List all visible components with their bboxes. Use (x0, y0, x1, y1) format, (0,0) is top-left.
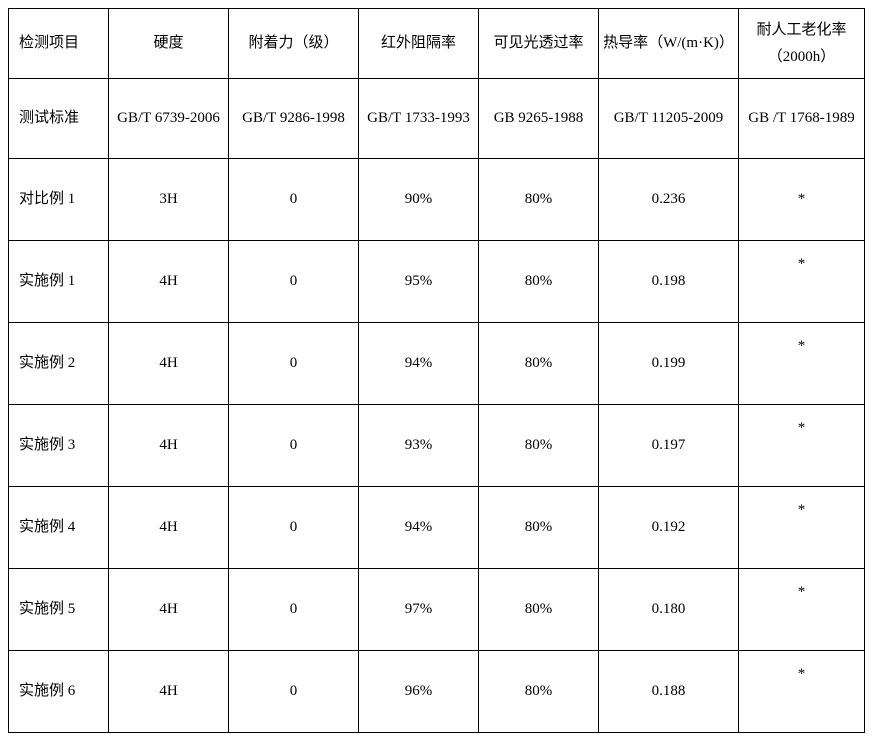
table-row: 实施例 1 4H 0 95% 80% 0.198 * (9, 241, 865, 323)
table-cell: 80% (479, 651, 599, 733)
table-cell: * (739, 323, 865, 405)
table-cell: 0.199 (599, 323, 739, 405)
table-cell: 0 (229, 159, 359, 241)
row-label: 实施例 2 (9, 323, 109, 405)
table-cell: 96% (359, 651, 479, 733)
column-header: 耐人工老化率（2000h） (739, 9, 865, 79)
column-header: 红外阻隔率 (359, 9, 479, 79)
row-label: 实施例 5 (9, 569, 109, 651)
table-cell: * (739, 651, 865, 733)
table-cell: 80% (479, 569, 599, 651)
standard-cell: GB /T 1768-1989 (739, 79, 865, 159)
row-label: 测试标准 (9, 79, 109, 159)
table-cell: 93% (359, 405, 479, 487)
column-header: 可见光透过率 (479, 9, 599, 79)
table-row: 实施例 5 4H 0 97% 80% 0.180 * (9, 569, 865, 651)
table-cell: 95% (359, 241, 479, 323)
table-standard-row: 测试标准 GB/T 6739-2006 GB/T 9286-1998 GB/T … (9, 79, 865, 159)
table-header-row: 检测项目 硬度 附着力（级） 红外阻隔率 可见光透过率 热导率（W/(m·K)）… (9, 9, 865, 79)
column-header: 硬度 (109, 9, 229, 79)
table-cell: 4H (109, 569, 229, 651)
table-cell: 0 (229, 569, 359, 651)
table-cell: 97% (359, 569, 479, 651)
standard-cell: GB 9265-1988 (479, 79, 599, 159)
table-cell: 0 (229, 487, 359, 569)
standard-cell: GB/T 9286-1998 (229, 79, 359, 159)
table-cell: 0 (229, 651, 359, 733)
table-cell: 4H (109, 241, 229, 323)
table-row: 对比例 1 3H 0 90% 80% 0.236 * (9, 159, 865, 241)
table-row: 实施例 6 4H 0 96% 80% 0.188 * (9, 651, 865, 733)
table-cell: 0.197 (599, 405, 739, 487)
table-row: 实施例 2 4H 0 94% 80% 0.199 * (9, 323, 865, 405)
table-cell: 80% (479, 323, 599, 405)
table-cell: 94% (359, 323, 479, 405)
row-label: 实施例 4 (9, 487, 109, 569)
table-cell: 0.236 (599, 159, 739, 241)
table-cell: 0 (229, 323, 359, 405)
table-row: 实施例 3 4H 0 93% 80% 0.197 * (9, 405, 865, 487)
table-cell: 4H (109, 487, 229, 569)
standard-cell: GB/T 6739-2006 (109, 79, 229, 159)
table-cell: 0.192 (599, 487, 739, 569)
table-cell: 80% (479, 159, 599, 241)
table-cell: 0 (229, 241, 359, 323)
row-label: 实施例 3 (9, 405, 109, 487)
table-cell: * (739, 159, 865, 241)
table-cell: 80% (479, 405, 599, 487)
column-header: 热导率（W/(m·K)） (599, 9, 739, 79)
table-cell: 4H (109, 323, 229, 405)
table-cell: 80% (479, 241, 599, 323)
column-header: 附着力（级） (229, 9, 359, 79)
data-table: 检测项目 硬度 附着力（级） 红外阻隔率 可见光透过率 热导率（W/(m·K)）… (8, 8, 865, 733)
table-row: 实施例 4 4H 0 94% 80% 0.192 * (9, 487, 865, 569)
table-cell: 90% (359, 159, 479, 241)
table-cell: * (739, 569, 865, 651)
row-label: 对比例 1 (9, 159, 109, 241)
column-header: 检测项目 (9, 9, 109, 79)
table-cell: 0.198 (599, 241, 739, 323)
table-cell: 3H (109, 159, 229, 241)
row-label: 实施例 1 (9, 241, 109, 323)
table-cell: 0 (229, 405, 359, 487)
table-cell: 80% (479, 487, 599, 569)
table-cell: 4H (109, 651, 229, 733)
table-cell: 0.188 (599, 651, 739, 733)
table-cell: * (739, 487, 865, 569)
table-cell: * (739, 405, 865, 487)
table-cell: 0.180 (599, 569, 739, 651)
standard-cell: GB/T 11205-2009 (599, 79, 739, 159)
table-cell: 94% (359, 487, 479, 569)
standard-cell: GB/T 1733-1993 (359, 79, 479, 159)
row-label: 实施例 6 (9, 651, 109, 733)
table-cell: * (739, 241, 865, 323)
table-cell: 4H (109, 405, 229, 487)
